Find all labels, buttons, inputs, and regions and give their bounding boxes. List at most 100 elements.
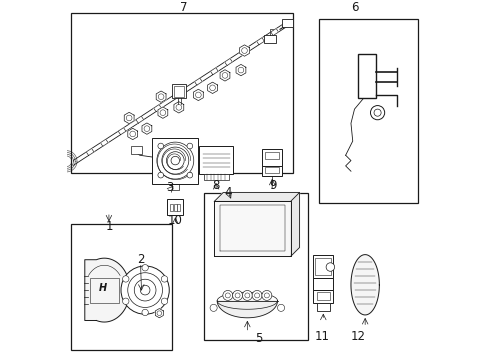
- Circle shape: [195, 92, 201, 98]
- Polygon shape: [207, 82, 217, 94]
- Bar: [167, 199, 183, 215]
- Text: 4: 4: [224, 186, 232, 199]
- Polygon shape: [174, 102, 183, 113]
- Polygon shape: [193, 89, 203, 100]
- Bar: [313, 278, 332, 290]
- Circle shape: [157, 142, 193, 179]
- Bar: [71, 13, 293, 173]
- Polygon shape: [239, 45, 249, 56]
- Text: 8: 8: [212, 179, 219, 192]
- Circle shape: [158, 94, 163, 99]
- Polygon shape: [214, 193, 299, 201]
- Text: 7: 7: [180, 1, 187, 14]
- Polygon shape: [100, 139, 108, 146]
- Bar: [199, 146, 233, 174]
- Text: 11: 11: [314, 330, 329, 343]
- Polygon shape: [124, 112, 134, 124]
- Polygon shape: [136, 116, 143, 123]
- Polygon shape: [127, 128, 137, 140]
- Circle shape: [161, 298, 167, 305]
- Circle shape: [242, 291, 252, 300]
- Circle shape: [160, 110, 165, 116]
- Polygon shape: [177, 90, 184, 97]
- Polygon shape: [84, 258, 130, 322]
- Bar: [264, 152, 279, 159]
- Polygon shape: [220, 70, 229, 81]
- Polygon shape: [158, 107, 167, 118]
- Bar: [203, 174, 228, 180]
- Circle shape: [130, 131, 135, 137]
- Circle shape: [122, 298, 129, 305]
- Polygon shape: [290, 193, 299, 256]
- Circle shape: [162, 147, 188, 174]
- Text: 9: 9: [268, 179, 276, 192]
- Bar: [262, 149, 282, 166]
- Bar: [90, 278, 118, 302]
- Bar: [174, 204, 176, 211]
- Bar: [171, 84, 185, 99]
- Circle shape: [126, 115, 132, 121]
- Circle shape: [222, 73, 227, 78]
- Circle shape: [241, 48, 247, 53]
- Circle shape: [157, 311, 162, 315]
- Bar: [152, 138, 198, 184]
- Bar: [170, 204, 173, 211]
- Bar: [173, 86, 184, 97]
- Bar: [264, 35, 276, 44]
- Circle shape: [210, 304, 217, 311]
- Text: 2: 2: [137, 253, 144, 266]
- Polygon shape: [214, 201, 290, 256]
- Polygon shape: [86, 148, 94, 156]
- Circle shape: [264, 293, 269, 298]
- Text: 12: 12: [350, 330, 365, 343]
- Circle shape: [252, 291, 262, 300]
- Bar: [357, 54, 375, 99]
- Polygon shape: [350, 255, 379, 315]
- Polygon shape: [156, 91, 166, 102]
- Bar: [281, 19, 293, 27]
- Bar: [131, 147, 142, 154]
- Polygon shape: [236, 64, 245, 76]
- Circle shape: [238, 67, 244, 73]
- Circle shape: [158, 143, 163, 149]
- Circle shape: [225, 293, 230, 298]
- Bar: [262, 166, 282, 176]
- Circle shape: [161, 276, 167, 282]
- Circle shape: [254, 293, 259, 298]
- Polygon shape: [270, 28, 278, 36]
- Circle shape: [235, 293, 240, 298]
- Text: 3: 3: [166, 181, 173, 194]
- Circle shape: [142, 309, 148, 316]
- Circle shape: [223, 291, 232, 300]
- Bar: [313, 290, 332, 302]
- Text: 10: 10: [167, 215, 183, 228]
- Circle shape: [144, 126, 149, 131]
- Bar: [264, 167, 279, 173]
- Polygon shape: [217, 301, 277, 318]
- Text: 5: 5: [254, 332, 262, 345]
- Circle shape: [158, 172, 163, 178]
- Circle shape: [142, 265, 148, 271]
- Circle shape: [209, 85, 215, 91]
- Bar: [71, 224, 171, 350]
- Circle shape: [277, 304, 284, 311]
- Circle shape: [140, 285, 150, 295]
- Text: 1: 1: [105, 220, 112, 233]
- Bar: [315, 258, 330, 275]
- Circle shape: [166, 152, 184, 170]
- Circle shape: [176, 104, 182, 110]
- Circle shape: [262, 291, 271, 300]
- Circle shape: [325, 263, 334, 271]
- Polygon shape: [240, 48, 248, 55]
- Polygon shape: [210, 68, 218, 75]
- Circle shape: [186, 172, 192, 178]
- Bar: [203, 193, 308, 340]
- Bar: [177, 204, 180, 211]
- Bar: [313, 255, 332, 278]
- Circle shape: [370, 105, 384, 120]
- Bar: [316, 302, 329, 311]
- Circle shape: [134, 279, 156, 301]
- Polygon shape: [142, 123, 151, 134]
- Circle shape: [244, 293, 249, 298]
- Circle shape: [122, 276, 129, 282]
